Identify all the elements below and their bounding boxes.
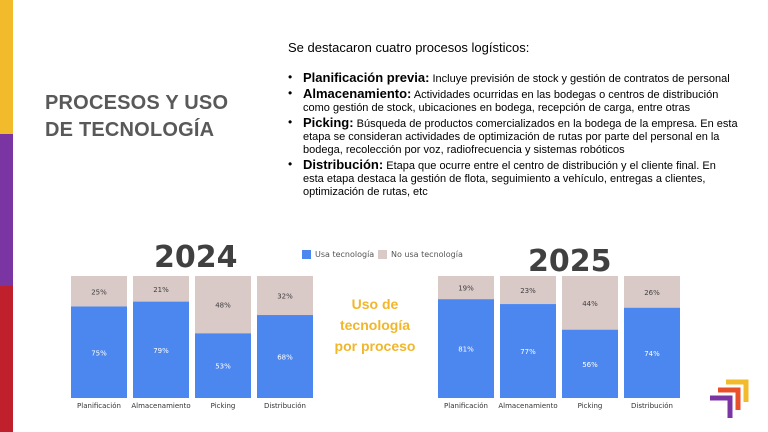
bar-not-uses — [195, 276, 251, 334]
list-item: • Picking: Búsqueda de productos comercia… — [288, 115, 738, 157]
data-label-uses: 81% — [458, 346, 474, 354]
bar-not-uses — [438, 276, 494, 300]
tick-label: Picking — [578, 402, 603, 410]
data-label-uses: 53% — [215, 363, 231, 371]
bar-uses — [195, 333, 251, 398]
center-label-line3: por proceso — [334, 338, 416, 354]
bullet-term: Planificación previa: — [303, 70, 430, 85]
bar-uses — [71, 306, 127, 398]
chart-title-2025: 2025 — [528, 244, 612, 279]
bar-uses — [624, 307, 680, 398]
data-label-uses: 79% — [153, 347, 169, 355]
legend-not-uses: No usa tecnología — [378, 250, 463, 259]
data-label-uses: 56% — [582, 361, 598, 369]
process-list: • Planificación previa: Incluye previsión… — [288, 71, 738, 200]
bullet-text: Incluye previsión de stock y gestión de … — [429, 73, 730, 85]
page-title-line2: DE TECNOLOGÍA — [45, 119, 215, 141]
legend-uses: Usa tecnología — [302, 250, 374, 259]
data-label-uses: 77% — [520, 348, 536, 356]
data-label-not-uses: 32% — [277, 293, 293, 301]
bullet-text: Etapa que ocurre entre el centro de dist… — [303, 160, 716, 198]
bullet-term: Distribución: — [303, 157, 384, 172]
bar-uses — [500, 304, 556, 398]
center-label-line1: Uso de — [351, 296, 399, 312]
data-label-uses: 74% — [644, 350, 660, 358]
legend-swatch-uses — [302, 250, 311, 259]
list-item: • Almacenamiento: Actividades ocurridas e… — [288, 86, 719, 115]
data-label-uses: 75% — [91, 349, 107, 357]
tick-label: Picking — [211, 402, 236, 410]
center-label-line2: tecnología — [339, 317, 410, 333]
tick-label: Planificación — [444, 402, 488, 410]
data-label-not-uses: 26% — [644, 289, 660, 297]
data-label-not-uses: 25% — [91, 288, 107, 296]
bullet-text: Búsqueda de productos comercializados en… — [303, 118, 738, 156]
stripe-yellow — [0, 0, 13, 134]
chart-title-2024: 2024 — [154, 240, 238, 275]
bar-not-uses — [71, 276, 127, 307]
legend-label-not-uses: No usa tecnología — [391, 250, 463, 259]
bar-not-uses — [624, 276, 680, 308]
legend-label-uses: Usa tecnología — [315, 250, 375, 259]
center-label: Uso de tecnología por proceso — [325, 294, 425, 357]
page-title-line1: PROCESOS Y USO — [45, 92, 229, 114]
data-label-not-uses: 44% — [582, 300, 598, 308]
data-label-not-uses: 23% — [520, 287, 536, 295]
tick-label: Distribución — [631, 402, 673, 410]
logo-icon — [710, 379, 749, 418]
data-label-not-uses: 19% — [458, 285, 474, 293]
bullet-term: Picking: — [303, 115, 354, 130]
data-label-not-uses: 21% — [153, 286, 169, 294]
bar-uses — [257, 315, 313, 398]
tick-label: Almacenamiento — [131, 402, 190, 410]
bar-uses — [562, 329, 618, 398]
tick-label: Planificación — [77, 402, 121, 410]
bullet-text: Actividades ocurridas en las bodegas o c… — [303, 89, 719, 114]
tick-label: Almacenamiento — [498, 402, 557, 410]
bar-not-uses — [500, 276, 556, 305]
data-label-uses: 68% — [277, 354, 293, 362]
stripe-purple — [0, 134, 13, 286]
tick-label: Distribución — [264, 402, 306, 410]
bar-not-uses — [133, 276, 189, 302]
bar-not-uses — [257, 276, 313, 316]
stripe-red — [0, 286, 13, 432]
bullet-term: Almacenamiento: — [303, 86, 412, 101]
page-title: PROCESOS Y USO DE TECNOLOGÍA — [45, 90, 275, 144]
bar-uses — [438, 299, 494, 398]
legend-swatch-not-uses — [378, 250, 387, 259]
list-item: • Planificación previa: Incluye previsión… — [288, 70, 730, 86]
data-label-not-uses: 48% — [215, 302, 231, 310]
bar-uses — [133, 301, 189, 398]
list-item: • Distribución: Etapa que ocurre entre el… — [288, 157, 716, 199]
intro-text: Se destacaron cuatro procesos logísticos… — [288, 40, 530, 55]
bar-not-uses — [562, 276, 618, 330]
